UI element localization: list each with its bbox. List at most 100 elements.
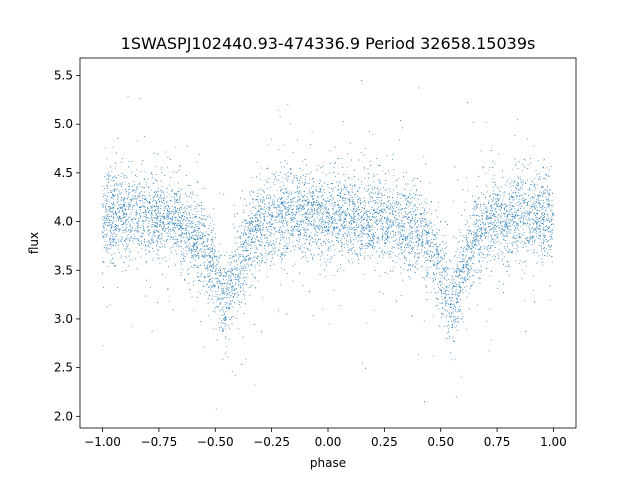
scatter-point xyxy=(306,229,308,230)
scatter-point xyxy=(369,230,371,232)
scatter-point xyxy=(431,255,432,257)
scatter-point xyxy=(378,192,380,194)
scatter-point xyxy=(371,192,373,194)
scatter-point xyxy=(466,241,468,243)
scatter-point xyxy=(410,189,412,191)
scatter-point xyxy=(331,235,333,237)
scatter-point xyxy=(514,232,516,234)
scatter-point xyxy=(417,229,418,231)
scatter-point xyxy=(329,150,331,152)
scatter-point xyxy=(251,190,253,192)
scatter-point xyxy=(358,215,360,217)
scatter-point xyxy=(303,229,304,230)
scatter-point xyxy=(236,261,238,263)
scatter-point xyxy=(322,308,324,310)
scatter-point xyxy=(122,189,124,191)
scatter-point xyxy=(538,202,539,204)
scatter-point xyxy=(288,210,289,212)
scatter-point xyxy=(333,188,334,190)
scatter-point xyxy=(379,197,381,198)
scatter-point xyxy=(299,190,301,191)
scatter-point xyxy=(482,167,484,169)
scatter-point xyxy=(119,204,121,206)
scatter-point xyxy=(349,185,351,186)
scatter-point xyxy=(280,222,282,223)
scatter-point xyxy=(542,223,544,225)
scatter-point xyxy=(191,222,193,224)
scatter-point xyxy=(509,229,511,231)
scatter-point xyxy=(415,214,417,216)
scatter-point xyxy=(390,219,391,221)
scatter-point xyxy=(522,164,523,166)
scatter-point xyxy=(540,203,541,205)
scatter-point xyxy=(216,263,218,265)
scatter-point xyxy=(174,241,176,243)
scatter-point xyxy=(394,210,396,212)
scatter-point xyxy=(334,255,335,257)
scatter-point xyxy=(408,196,410,198)
scatter-point xyxy=(413,245,415,247)
scatter-point xyxy=(168,227,170,228)
scatter-point xyxy=(291,220,292,222)
scatter-point xyxy=(358,226,360,227)
scatter-point xyxy=(226,287,228,289)
scatter-point xyxy=(191,296,193,297)
scatter-point xyxy=(335,223,337,224)
scatter-point xyxy=(421,232,423,233)
scatter-point xyxy=(515,187,516,188)
scatter-point xyxy=(291,180,293,182)
scatter-point xyxy=(395,184,397,186)
scatter-point xyxy=(483,224,485,225)
scatter-point xyxy=(398,232,400,233)
scatter-point xyxy=(386,206,388,208)
scatter-point xyxy=(130,229,132,230)
scatter-point xyxy=(152,217,154,219)
scatter-point xyxy=(212,277,213,279)
scatter-point xyxy=(468,269,469,270)
scatter-point xyxy=(136,187,138,189)
scatter-point xyxy=(467,273,469,275)
scatter-point xyxy=(369,184,371,186)
scatter-point xyxy=(148,217,150,219)
scatter-point xyxy=(133,184,135,185)
scatter-point xyxy=(117,287,118,289)
scatter-point xyxy=(111,220,113,222)
scatter-point xyxy=(315,190,317,192)
scatter-point xyxy=(191,236,192,238)
scatter-point xyxy=(278,250,280,251)
scatter-point xyxy=(259,220,261,222)
scatter-point xyxy=(480,231,482,233)
scatter-point xyxy=(507,180,508,181)
scatter-point xyxy=(494,224,496,226)
scatter-point xyxy=(278,214,280,216)
scatter-point xyxy=(383,254,384,256)
scatter-point xyxy=(337,226,339,228)
scatter-point xyxy=(544,209,546,211)
scatter-point xyxy=(223,275,225,277)
scatter-point xyxy=(461,313,463,315)
scatter-point xyxy=(382,236,383,237)
scatter-point xyxy=(440,285,442,287)
scatter-point xyxy=(316,225,318,227)
scatter-point xyxy=(376,251,378,253)
scatter-point xyxy=(507,223,509,225)
scatter-point xyxy=(325,212,327,213)
scatter-point xyxy=(530,184,532,185)
scatter-point xyxy=(471,251,472,253)
scatter-point xyxy=(250,239,252,241)
scatter-point xyxy=(251,241,253,243)
scatter-point xyxy=(171,236,173,238)
scatter-point xyxy=(474,209,476,211)
scatter-point xyxy=(214,249,216,251)
scatter-point xyxy=(363,227,365,229)
scatter-point xyxy=(459,275,461,276)
scatter-point xyxy=(181,223,183,225)
scatter-point xyxy=(123,201,125,203)
scatter-point xyxy=(175,242,177,244)
scatter-point xyxy=(446,310,448,312)
scatter-point xyxy=(118,207,120,209)
scatter-point xyxy=(453,307,454,309)
scatter-point xyxy=(300,204,302,206)
scatter-point xyxy=(514,135,516,136)
scatter-point xyxy=(196,180,198,182)
